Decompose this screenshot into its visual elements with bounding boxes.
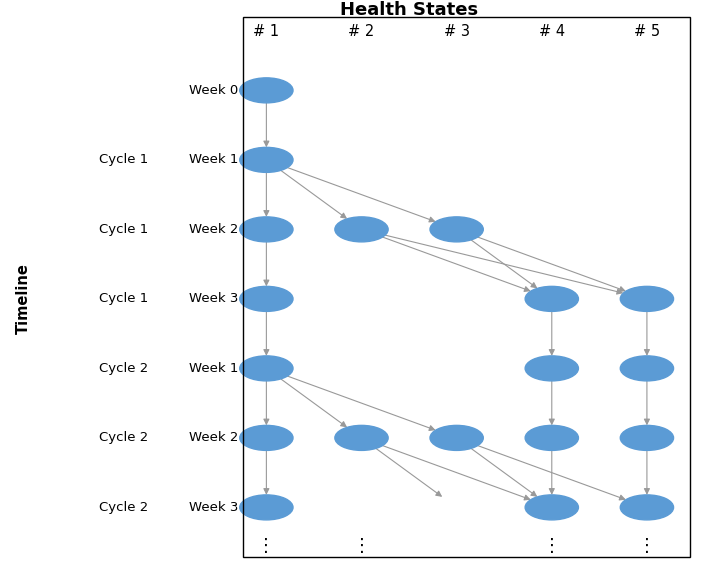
Ellipse shape xyxy=(525,356,579,381)
Text: # 3: # 3 xyxy=(444,24,470,39)
Text: Week 2: Week 2 xyxy=(189,223,239,236)
Text: Cycle 2: Cycle 2 xyxy=(99,362,149,375)
Text: # 1: # 1 xyxy=(253,24,279,39)
Text: # 5: # 5 xyxy=(634,24,660,39)
Text: Week 3: Week 3 xyxy=(189,292,239,305)
Ellipse shape xyxy=(525,495,579,520)
Ellipse shape xyxy=(335,426,388,450)
Ellipse shape xyxy=(240,217,293,242)
Text: ⋮: ⋮ xyxy=(353,537,370,555)
Ellipse shape xyxy=(430,217,483,242)
Text: Week 0: Week 0 xyxy=(189,84,239,97)
Ellipse shape xyxy=(240,426,293,450)
Text: Cycle 1: Cycle 1 xyxy=(99,292,149,305)
Text: Cycle 2: Cycle 2 xyxy=(99,501,149,514)
Text: Cycle 2: Cycle 2 xyxy=(99,431,149,444)
Ellipse shape xyxy=(240,78,293,103)
Ellipse shape xyxy=(240,287,293,311)
Text: Timeline: Timeline xyxy=(16,263,31,334)
Text: Week 1: Week 1 xyxy=(189,362,239,375)
Ellipse shape xyxy=(620,495,674,520)
Text: ⋮: ⋮ xyxy=(543,537,561,555)
Text: Health States: Health States xyxy=(340,2,478,20)
Ellipse shape xyxy=(525,287,579,311)
Ellipse shape xyxy=(620,426,674,450)
Ellipse shape xyxy=(620,356,674,381)
Text: # 4: # 4 xyxy=(539,24,565,39)
Text: Week 2: Week 2 xyxy=(189,431,239,444)
Ellipse shape xyxy=(525,426,579,450)
Text: ⋮: ⋮ xyxy=(258,537,275,555)
Text: Week 3: Week 3 xyxy=(189,501,239,514)
Text: Cycle 1: Cycle 1 xyxy=(99,223,149,236)
Ellipse shape xyxy=(240,356,293,381)
Ellipse shape xyxy=(620,287,674,311)
Ellipse shape xyxy=(240,495,293,520)
Ellipse shape xyxy=(335,217,388,242)
Text: Cycle 1: Cycle 1 xyxy=(99,153,149,166)
Text: Week 1: Week 1 xyxy=(189,153,239,166)
Text: # 2: # 2 xyxy=(348,24,375,39)
Text: ⋮: ⋮ xyxy=(638,537,656,555)
Ellipse shape xyxy=(240,148,293,172)
Ellipse shape xyxy=(430,426,483,450)
